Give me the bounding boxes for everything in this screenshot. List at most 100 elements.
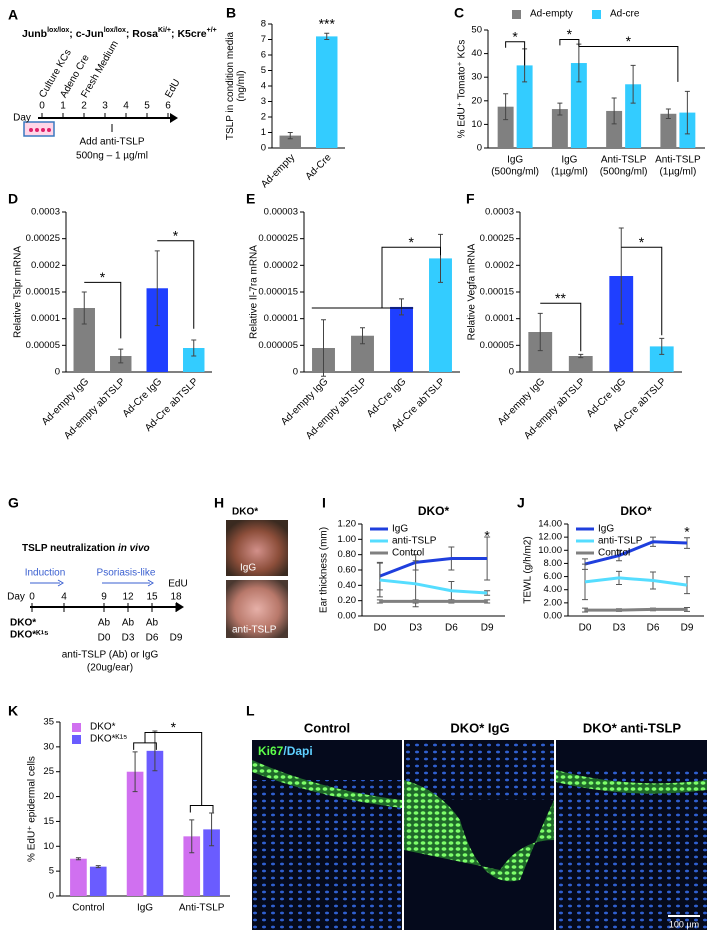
- mouse: DKO*ᴷ¹⁵: [10, 630, 49, 641]
- bar: [570, 63, 587, 148]
- bracket: [559, 38, 580, 47]
- photo-label: anti-TSLP: [232, 625, 277, 636]
- bracket: [84, 281, 122, 339]
- arrowhead: [57, 579, 64, 587]
- dapi: [252, 780, 402, 930]
- arrowhead: [170, 113, 178, 123]
- cells: [29, 128, 51, 132]
- timepoint: D9: [170, 633, 183, 644]
- panel-letter: G: [8, 495, 19, 511]
- y-tick-label: 4.00: [544, 584, 563, 595]
- x-tick-label: D0: [579, 623, 592, 634]
- x-tick-label: D0: [373, 623, 386, 634]
- x-tick-label: (1µg/ml): [551, 167, 588, 178]
- y-tick-label: 10: [43, 841, 54, 852]
- legend-label: anti-TSLP: [598, 536, 643, 547]
- y-tick-label: 5: [49, 866, 54, 877]
- y-tick-label: 0: [261, 143, 266, 154]
- y-axis-label: Relative Il-7ra mRNA: [249, 245, 260, 339]
- error-bar: [684, 90, 690, 135]
- x-tick-label: Anti-TSLP: [179, 903, 225, 914]
- timepoint: D0: [98, 633, 111, 644]
- y-tick-label: 8: [261, 19, 266, 30]
- panel-h: DKO* IgG anti-TSLP: [226, 507, 288, 638]
- x-tick-label: Ad-Cre: [304, 152, 334, 182]
- legend-label: DKO*: [90, 722, 116, 733]
- panel-l: Control DKO* IgG DKO* anti-TSLP Ki67/Dap…: [252, 720, 707, 930]
- bracket: [540, 302, 582, 352]
- y-tick-label: 8.00: [544, 558, 563, 569]
- ab: Ab: [98, 618, 111, 629]
- line: [584, 576, 688, 587]
- bar: [89, 866, 107, 896]
- y-tick-label: 6.00: [544, 571, 563, 582]
- annotation: *: [512, 29, 518, 45]
- y-tick-label: 0.40: [338, 580, 357, 591]
- error-bar: [75, 857, 81, 861]
- legend-label: Control: [598, 548, 630, 559]
- chart-title: DKO*: [620, 504, 652, 518]
- annotation: *: [484, 527, 490, 543]
- y-tick-label: 14.00: [538, 519, 562, 530]
- x-tick-label: (500ng/ml): [491, 167, 539, 178]
- legend-label: IgG: [598, 524, 614, 535]
- line: [379, 578, 488, 595]
- mouse: DKO*: [10, 618, 36, 629]
- chart: 0 5 10 15 20 25 30 35 % EdU⁺ epidermal cells Cont…: [27, 717, 230, 914]
- h-title: DKO*: [232, 507, 258, 518]
- arrowhead: [147, 579, 154, 587]
- title-part: in vivo: [118, 543, 150, 554]
- x-tick-label: D9: [681, 623, 694, 634]
- annotation: *: [171, 719, 177, 735]
- error-bar: [557, 102, 563, 116]
- arrowhead: [176, 602, 184, 612]
- genotype: Junblox/lox; c-Junlox/lox; RosaKi/+; K5c…: [22, 27, 217, 40]
- error-bar: [376, 562, 383, 598]
- y-tick-label: 50: [471, 25, 482, 36]
- day-number: 2: [81, 101, 87, 112]
- y-axis-label: Relative Vegfa mRNA: [467, 243, 478, 340]
- day-number: 5: [144, 101, 150, 112]
- gene: ; Rosa: [126, 28, 158, 40]
- error-bar: [132, 751, 138, 793]
- bar: [568, 356, 593, 372]
- day-number: 15: [146, 592, 158, 603]
- y-tick-label: 0: [477, 143, 482, 154]
- y-tick-label: 0.0001: [31, 313, 60, 324]
- error-bar: [611, 97, 617, 125]
- day-number: 6: [165, 101, 171, 112]
- y-tick-label: 25: [43, 766, 54, 777]
- y-tick-label: 0.00025: [480, 233, 514, 244]
- bracket: [621, 246, 663, 336]
- chart-title: DKO*: [418, 504, 450, 518]
- day-number: 18: [170, 592, 182, 603]
- legend-swatch: [592, 10, 601, 19]
- line: [379, 557, 488, 578]
- allele: lox/lox: [47, 27, 69, 34]
- day-number: 12: [122, 592, 134, 603]
- bar: [351, 335, 374, 372]
- bracket: [578, 46, 679, 82]
- x-tick-label: D6: [445, 623, 458, 634]
- gene: ; c-Jun: [69, 28, 103, 40]
- bar: [516, 65, 533, 148]
- ki67: [556, 770, 707, 794]
- y-tick-label: 0.00005: [26, 340, 60, 351]
- x-tick-label: Control: [72, 903, 104, 914]
- gene: ; K5cre: [171, 28, 207, 40]
- bar: [126, 771, 144, 896]
- image-title: Control: [304, 720, 350, 735]
- bar: [606, 110, 623, 148]
- error-bar: [630, 64, 636, 104]
- treatment-dose: 500ng – 1 µg/ml: [76, 151, 148, 162]
- timepoint: D3: [122, 633, 135, 644]
- y-tick-label: 0.00001: [264, 313, 298, 324]
- annotation: *: [409, 234, 415, 250]
- edu: EdU: [168, 579, 187, 590]
- chart: 0.00 2.00 4.00 6.00 8.00 10.00 12.00 14.00 DKO* T…: [523, 504, 704, 634]
- legend-label: Ad-cre: [610, 9, 640, 20]
- bracket: [133, 742, 157, 750]
- x-tick-label: IgG: [137, 903, 153, 914]
- x-tick-label: D3: [613, 623, 626, 634]
